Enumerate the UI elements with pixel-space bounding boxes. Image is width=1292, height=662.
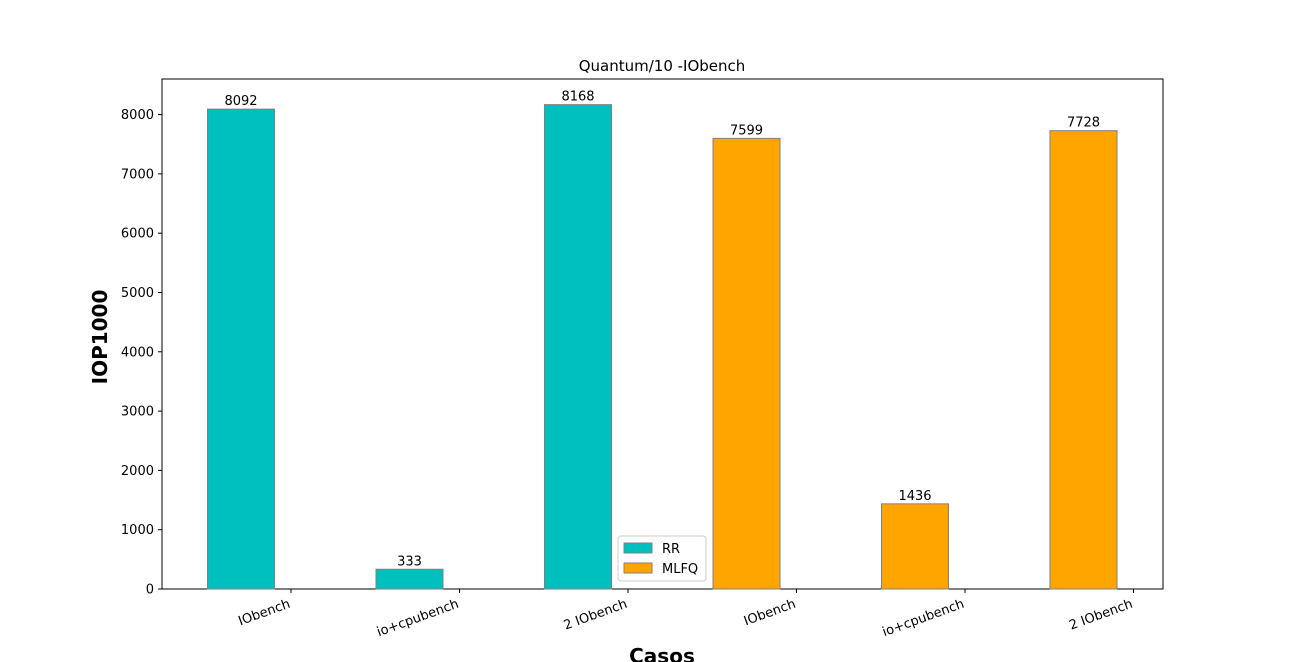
data-label: 7728 (1067, 116, 1100, 131)
plot-frame (161, 78, 1164, 590)
legend-label-rr: RR (662, 542, 680, 557)
x-tick-label: 2 IObench (562, 597, 629, 634)
bar-mlfq-4 (881, 503, 949, 590)
bar-rr-1 (375, 568, 444, 590)
y-tick-label: 5000 (121, 286, 154, 301)
legend-swatch-mlfq (623, 562, 653, 574)
legend-label-mlfq: MLFQ (662, 562, 698, 577)
x-tick-label: 2 IObench (1067, 597, 1134, 634)
bar-mlfq-3 (712, 137, 781, 590)
y-tick-label: 6000 (121, 227, 154, 242)
y-tick-label: 4000 (121, 345, 154, 360)
bar-rr-2 (544, 104, 612, 590)
data-label: 8168 (561, 90, 594, 105)
data-label: 1436 (898, 489, 931, 504)
data-label: 7599 (730, 123, 763, 138)
legend: RR MLFQ (617, 535, 707, 582)
x-tick-label: io+cpubench (375, 597, 461, 641)
chart-title: Quantum/10 -IObench (579, 57, 746, 75)
x-tick-label: IObench (237, 597, 293, 630)
bar-mlfq-5 (1049, 130, 1118, 590)
y-tick-label: 2000 (121, 464, 154, 479)
y-tick-label: 1000 (121, 523, 154, 538)
bar-rr-0 (207, 108, 275, 590)
x-tick-label: io+cpubench (880, 597, 966, 641)
data-label: 333 (397, 554, 422, 569)
legend-swatch-rr (623, 542, 653, 554)
y-axis-label: IOP1000 (88, 290, 112, 385)
y-tick-label: 3000 (121, 405, 154, 420)
y-tick-label: 0 (146, 583, 154, 598)
y-tick-label: 7000 (121, 167, 154, 182)
y-tick-label: 8000 (121, 108, 154, 123)
data-label: 8092 (224, 94, 257, 109)
x-axis-label: Casos (629, 644, 695, 662)
x-tick-label: IObench (742, 597, 798, 630)
